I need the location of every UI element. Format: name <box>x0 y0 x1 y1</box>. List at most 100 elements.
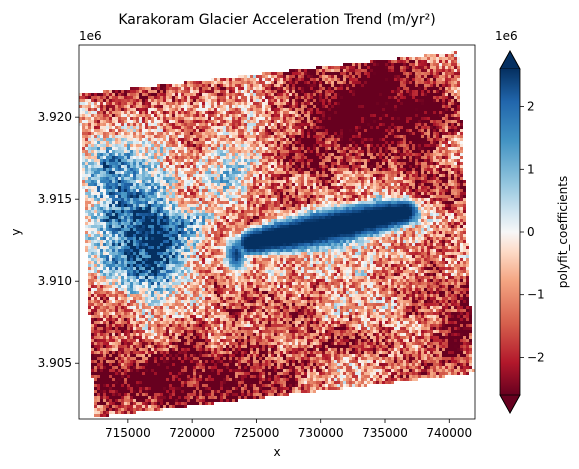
raster-cell <box>148 99 151 102</box>
raster-cell <box>436 177 439 180</box>
raster-cell <box>445 57 448 60</box>
raster-cell <box>199 132 202 135</box>
raster-cell <box>85 174 88 177</box>
raster-cell <box>412 93 415 96</box>
raster-cell <box>127 162 130 165</box>
raster-cell <box>457 177 460 180</box>
raster-cell <box>157 150 160 153</box>
raster-cell <box>316 174 319 177</box>
raster-cell <box>283 126 286 129</box>
raster-cell <box>112 189 115 192</box>
raster-cell <box>403 99 406 102</box>
raster-cell <box>205 117 208 120</box>
raster-cell <box>430 96 433 99</box>
raster-cell <box>427 102 430 105</box>
raster-cell <box>346 171 349 174</box>
raster-cell <box>223 174 226 177</box>
raster-cell <box>157 87 160 90</box>
raster-cell <box>388 60 391 63</box>
raster-cell <box>427 144 430 147</box>
raster-cell <box>280 117 283 120</box>
raster-cell <box>280 93 283 96</box>
raster-cell <box>421 60 424 63</box>
raster-cell <box>109 141 112 144</box>
raster-cell <box>232 159 235 162</box>
raster-cell <box>319 66 322 69</box>
raster-cell <box>379 132 382 135</box>
raster-cell <box>187 183 190 186</box>
raster-cell <box>448 72 451 75</box>
raster-cell <box>220 90 223 93</box>
raster-cell <box>400 81 403 84</box>
raster-cell <box>232 186 235 189</box>
raster-cell <box>199 90 202 93</box>
raster-cell <box>352 138 355 141</box>
raster-cell <box>268 105 271 108</box>
raster-cell <box>190 180 193 183</box>
raster-cell <box>322 174 325 177</box>
raster-cell <box>442 123 445 126</box>
raster-cell <box>460 186 463 189</box>
raster-cell <box>139 87 142 90</box>
raster-cell <box>379 150 382 153</box>
raster-cell <box>379 60 382 63</box>
raster-cell <box>424 114 427 117</box>
raster-cell <box>220 159 223 162</box>
raster-cell <box>277 162 280 165</box>
raster-cell <box>280 123 283 126</box>
raster-cell <box>211 135 214 138</box>
raster-cell <box>196 171 199 174</box>
raster-cell <box>250 186 253 189</box>
raster-cell <box>91 105 94 108</box>
raster-cell <box>391 60 394 63</box>
raster-cell <box>121 189 124 192</box>
raster-cell <box>280 96 283 99</box>
raster-cell <box>379 171 382 174</box>
raster-cell <box>214 153 217 156</box>
raster-cell <box>280 180 283 183</box>
raster-cell <box>409 171 412 174</box>
raster-cell <box>265 117 268 120</box>
raster-cell <box>370 162 373 165</box>
raster-cell <box>208 93 211 96</box>
raster-cell <box>235 135 238 138</box>
raster-cell <box>343 141 346 144</box>
raster-cell <box>370 132 373 135</box>
raster-cell <box>337 141 340 144</box>
raster-cell <box>88 141 91 144</box>
raster-cell <box>241 105 244 108</box>
raster-cell <box>286 147 289 150</box>
raster-cell <box>313 177 316 180</box>
raster-cell <box>100 162 103 165</box>
raster-cell <box>232 171 235 174</box>
raster-cell <box>427 147 430 150</box>
raster-cell <box>331 159 334 162</box>
raster-cell <box>202 87 205 90</box>
raster-cell <box>139 153 142 156</box>
raster-cell <box>385 159 388 162</box>
raster-cell <box>385 177 388 180</box>
raster-cell <box>337 153 340 156</box>
raster-cell <box>430 114 433 117</box>
raster-cell <box>460 129 463 132</box>
raster-cell <box>394 120 397 123</box>
raster-cell <box>457 99 460 102</box>
raster-cell <box>373 114 376 117</box>
raster-cell <box>418 93 421 96</box>
raster-cell <box>355 105 358 108</box>
raster-cell <box>355 72 358 75</box>
raster-cell <box>355 120 358 123</box>
raster-cell <box>283 180 286 183</box>
raster-cell <box>346 99 349 102</box>
raster-cell <box>244 105 247 108</box>
raster-cell <box>202 153 205 156</box>
raster-cell <box>97 99 100 102</box>
raster-cell <box>325 144 328 147</box>
raster-cell <box>112 93 115 96</box>
raster-cell <box>88 120 91 123</box>
raster-cell <box>307 114 310 117</box>
raster-cell <box>442 183 445 186</box>
raster-cell <box>421 105 424 108</box>
raster-cell <box>259 114 262 117</box>
raster-cell <box>385 168 388 171</box>
